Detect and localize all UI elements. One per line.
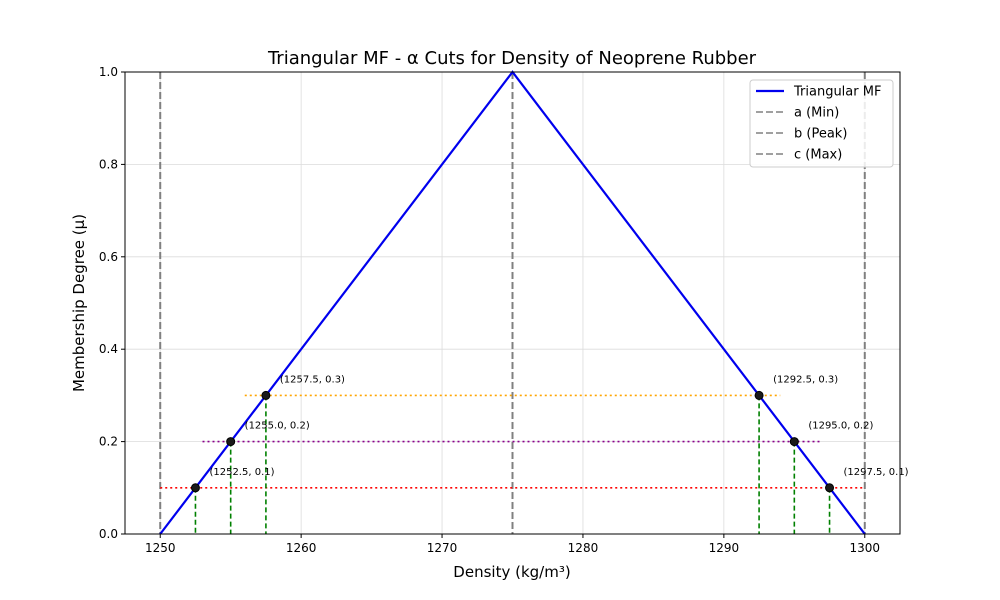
point-label: (1252.5, 0.1) bbox=[209, 467, 274, 478]
legend-box bbox=[749, 79, 894, 168]
y-tick-label: 1.0 bbox=[99, 65, 118, 79]
y-axis-ticks: 0.0 0.2 0.4 0.6 0.8 1.0 bbox=[99, 65, 125, 541]
point-label: (1257.5, 0.3) bbox=[280, 374, 345, 385]
x-tick-label: 1260 bbox=[286, 541, 317, 555]
x-tick-label: 1250 bbox=[145, 541, 176, 555]
y-tick-label: 0.6 bbox=[99, 250, 118, 264]
legend-entry: Triangular MF bbox=[793, 85, 881, 100]
x-tick-label: 1290 bbox=[709, 541, 740, 555]
legend-entry: a (Min) bbox=[794, 106, 839, 121]
legend-entry: b (Peak) bbox=[794, 127, 847, 142]
point-label: (1297.5, 0.1) bbox=[844, 467, 909, 478]
x-tick-label: 1280 bbox=[568, 541, 599, 555]
x-axis-label: Density (kg/m³) bbox=[453, 563, 570, 581]
alpha-cut-points: (1252.5, 0.1) (1297.5, 0.1) (1255.0, 0.2) (… bbox=[190, 374, 909, 493]
y-axis-label: Membership Degree (μ) bbox=[70, 214, 88, 392]
y-tick-label: 0.4 bbox=[99, 342, 118, 356]
alpha-cut-point bbox=[261, 390, 271, 400]
alpha-cut-point bbox=[825, 483, 835, 493]
x-tick-label: 1300 bbox=[849, 541, 880, 555]
alpha-cut-point bbox=[754, 390, 764, 400]
chart-title: Triangular MF - α Cuts for Density of Ne… bbox=[267, 48, 757, 69]
point-label: (1292.5, 0.3) bbox=[773, 374, 838, 385]
alpha-cut-point bbox=[226, 437, 236, 447]
alpha-cut-point bbox=[190, 483, 200, 493]
legend-entry: c (Max) bbox=[794, 148, 842, 163]
legend: Triangular MF a (Min) b (Peak) c (Max) bbox=[749, 79, 894, 168]
y-tick-label: 0.0 bbox=[99, 527, 118, 541]
alpha-cut-point bbox=[789, 437, 799, 447]
alpha-cut-lines bbox=[160, 394, 865, 534]
y-tick-label: 0.2 bbox=[99, 435, 118, 449]
point-label: (1255.0, 0.2) bbox=[245, 421, 310, 432]
x-tick-label: 1270 bbox=[427, 541, 458, 555]
x-axis-ticks: 1250 1260 1270 1280 1290 1300 bbox=[145, 534, 880, 555]
y-tick-label: 0.8 bbox=[99, 157, 118, 171]
point-label: (1295.0, 0.2) bbox=[808, 421, 873, 432]
plot-frame bbox=[124, 71, 901, 535]
